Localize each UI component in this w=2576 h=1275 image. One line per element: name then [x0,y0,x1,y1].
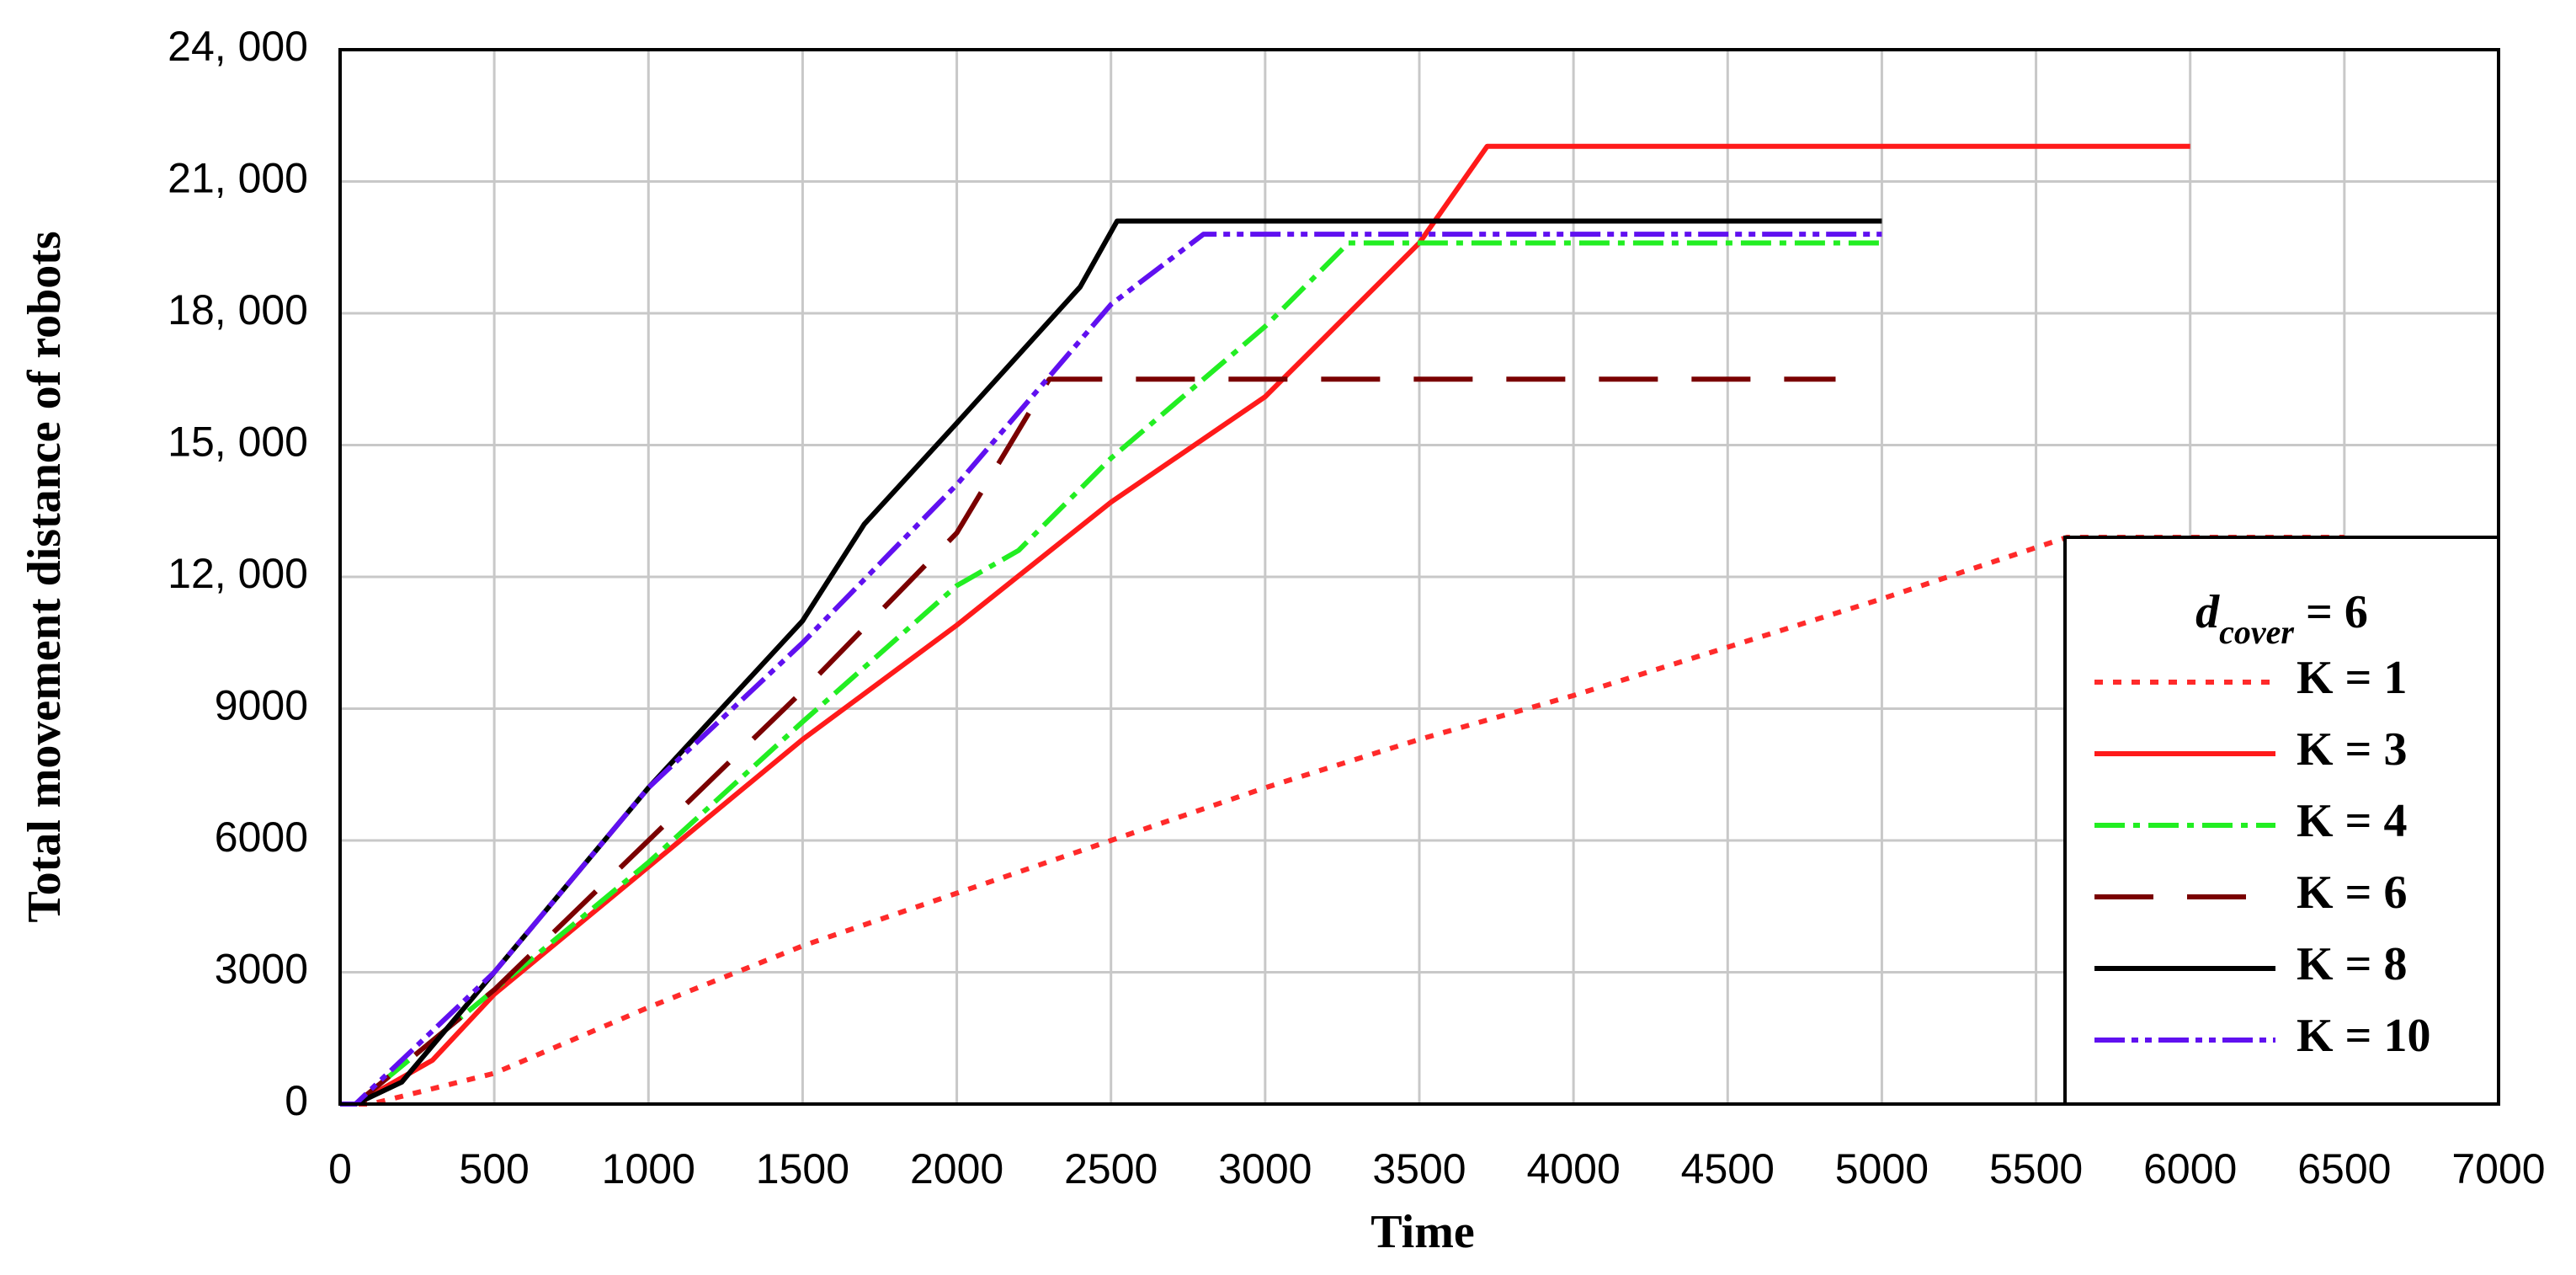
legend-title-subscript: cover [2219,613,2294,651]
legend-title: dcover = 6 [2195,586,2368,651]
x-tick-label: 1000 [602,1145,695,1192]
y-axis-title: Total movement distance of robots [19,231,71,922]
legend-title-rest: = 6 [2294,586,2368,638]
x-tick-label: 2000 [910,1145,1003,1192]
y-tick-label: 3000 [215,946,308,993]
y-tick-label: 12, 000 [168,550,308,597]
x-tick-label: 3500 [1372,1145,1466,1192]
legend-label: K = 3 [2297,723,2407,776]
legend-title-main: d [2195,586,2220,638]
y-tick-label: 21, 000 [168,155,308,202]
x-tick-label: 3000 [1218,1145,1312,1192]
x-tick-label: 1500 [756,1145,849,1192]
x-tick-label: 500 [459,1145,529,1192]
x-tick-label: 0 [328,1145,352,1192]
y-tick-label: 18, 000 [168,286,308,333]
x-tick-label: 7000 [2451,1145,2545,1192]
y-tick-label: 6000 [215,814,308,861]
x-tick-label: 6000 [2143,1145,2237,1192]
legend-label: K = 6 [2297,867,2407,919]
series-line [340,218,1882,1107]
legend-label: K = 10 [2297,1010,2430,1062]
x-tick-label: 4500 [1681,1145,1775,1192]
x-tick-label: 2500 [1064,1145,1158,1192]
series-line [340,535,2344,1107]
series-line [340,376,1836,1107]
x-tick-label: 5000 [1835,1145,1929,1192]
legend-label: K = 1 [2297,652,2407,704]
y-tick-label: 15, 000 [168,419,308,466]
x-tick-label: 5500 [1989,1145,2083,1192]
legend-label: K = 4 [2297,795,2407,847]
y-tick-label: 0 [285,1077,308,1124]
x-tick-label: 6500 [2297,1145,2391,1192]
series-line [340,232,1882,1107]
y-tick-label: 24, 000 [168,23,308,70]
legend-box [2063,536,2500,1106]
legend-label: K = 8 [2297,938,2407,990]
y-tick-label: 9000 [215,682,308,729]
x-axis-title: Time [1370,1206,1474,1258]
x-tick-label: 4000 [1527,1145,1621,1192]
